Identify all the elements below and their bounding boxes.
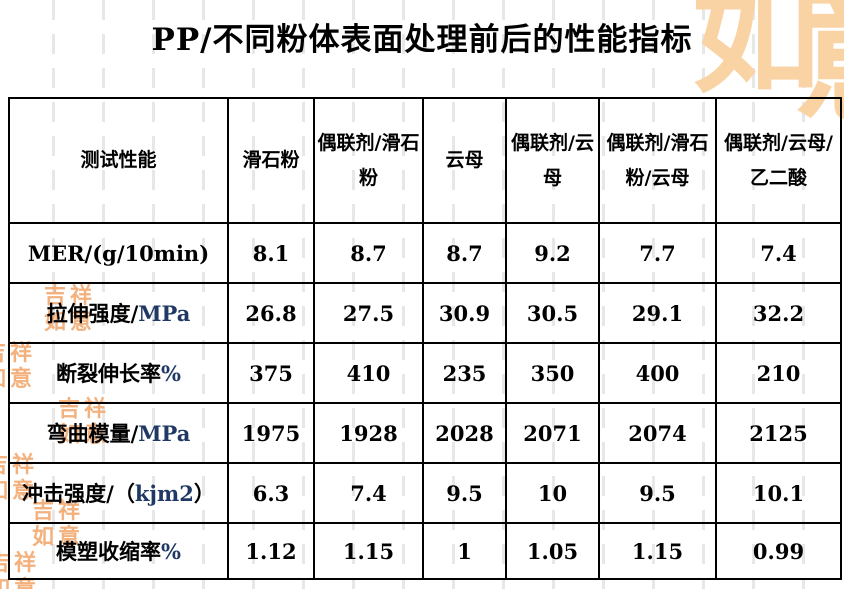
value-cell: 1928 [313, 402, 424, 464]
row-label-text: 模塑收缩率 [56, 539, 162, 564]
table-row-flexural-modulus: 弯曲模量/MPa 1975 1928 2028 2071 2074 2125 [8, 402, 842, 464]
table-row-mer: MER/(g/10min) 8.1 8.7 8.7 9.2 7.7 7.4 [8, 222, 842, 284]
value-cell: 7.4 [715, 222, 842, 284]
table-row-elongation: 断裂伸长率% 375 410 235 350 400 210 [8, 342, 842, 404]
value-cell: 9.2 [505, 222, 600, 284]
value-cell: 8.7 [422, 222, 507, 284]
table-row-impact-strength: 冲击强度/（kjm2） 6.3 7.4 9.5 10 9.5 10.1 [8, 462, 842, 524]
row-label: 冲击强度/（kjm2） [8, 462, 229, 524]
row-label-text: 断裂伸长率 [56, 361, 162, 386]
row-label: MER/(g/10min) [8, 222, 229, 284]
row-label-unit: MPa [138, 421, 191, 446]
header-cell-coupling-mica: 偶联剂/云母 [505, 97, 600, 224]
row-label-text: 冲击强度/（ [22, 481, 135, 506]
value-cell: 1 [422, 522, 507, 580]
value-cell: 2071 [505, 402, 600, 464]
header-cell-coupling-mica-oxalic: 偶联剂/云母/乙二酸 [715, 97, 842, 224]
value-cell: 26.8 [227, 282, 315, 344]
row-label-text: 弯曲模量/ [46, 421, 139, 446]
value-cell: 350 [505, 342, 600, 404]
value-cell: 1.05 [505, 522, 600, 580]
value-cell: 27.5 [313, 282, 424, 344]
page-title: PP/不同粉体表面处理前后的性能指标 [151, 22, 693, 58]
value-cell: 10 [505, 462, 600, 524]
value-cell: 29.1 [598, 282, 717, 344]
header-cell-coupling-talc: 偶联剂/滑石粉 [313, 97, 424, 224]
row-label-suffix: ） [193, 481, 215, 506]
value-cell: 30.5 [505, 282, 600, 344]
value-cell: 1.15 [598, 522, 717, 580]
row-label-unit: kjm2 [134, 481, 194, 506]
header-cell-mica: 云母 [422, 97, 507, 224]
row-label: 断裂伸长率% [8, 342, 229, 404]
value-cell: 6.3 [227, 462, 315, 524]
value-cell: 7.7 [598, 222, 717, 284]
row-label-unit: MPa [138, 301, 191, 326]
value-cell: 30.9 [422, 282, 507, 344]
value-cell: 2125 [715, 402, 842, 464]
row-label: 模塑收缩率% [8, 522, 229, 580]
performance-table: 测试性能 滑石粉 偶联剂/滑石粉 云母 偶联剂/云母 偶联剂/滑石粉/云母 偶联… [8, 97, 842, 580]
value-cell: 1975 [227, 402, 315, 464]
row-label: 拉伸强度/MPa [8, 282, 229, 344]
value-cell: 410 [313, 342, 424, 404]
row-label-unit: % [161, 539, 181, 564]
value-cell: 32.2 [715, 282, 842, 344]
table-row-tensile-strength: 拉伸强度/MPa 26.8 27.5 30.9 30.5 29.1 32.2 [8, 282, 842, 344]
value-cell: 0.99 [715, 522, 842, 580]
value-cell: 9.5 [422, 462, 507, 524]
table-row-mold-shrinkage: 模塑收缩率% 1.12 1.15 1 1.05 1.15 0.99 [8, 522, 842, 580]
value-cell: 2074 [598, 402, 717, 464]
value-cell: 375 [227, 342, 315, 404]
value-cell: 235 [422, 342, 507, 404]
header-row: 测试性能 滑石粉 偶联剂/滑石粉 云母 偶联剂/云母 偶联剂/滑石粉/云母 偶联… [8, 97, 842, 224]
value-cell: 9.5 [598, 462, 717, 524]
value-cell: 2028 [422, 402, 507, 464]
row-label-unit: % [161, 361, 181, 386]
value-cell: 7.4 [313, 462, 424, 524]
value-cell: 8.1 [227, 222, 315, 284]
row-label-text: MER/(g/10min) [27, 240, 210, 266]
value-cell: 400 [598, 342, 717, 404]
value-cell: 8.7 [313, 222, 424, 284]
header-cell-talc: 滑石粉 [227, 97, 315, 224]
row-label: 弯曲模量/MPa [8, 402, 229, 464]
value-cell: 1.15 [313, 522, 424, 580]
value-cell: 210 [715, 342, 842, 404]
header-cell-coupling-talc-mica: 偶联剂/滑石粉/云母 [598, 97, 717, 224]
value-cell: 1.12 [227, 522, 315, 580]
value-cell: 10.1 [715, 462, 842, 524]
header-cell-test-property: 测试性能 [8, 97, 229, 224]
row-label-text: 拉伸强度/ [46, 301, 139, 326]
